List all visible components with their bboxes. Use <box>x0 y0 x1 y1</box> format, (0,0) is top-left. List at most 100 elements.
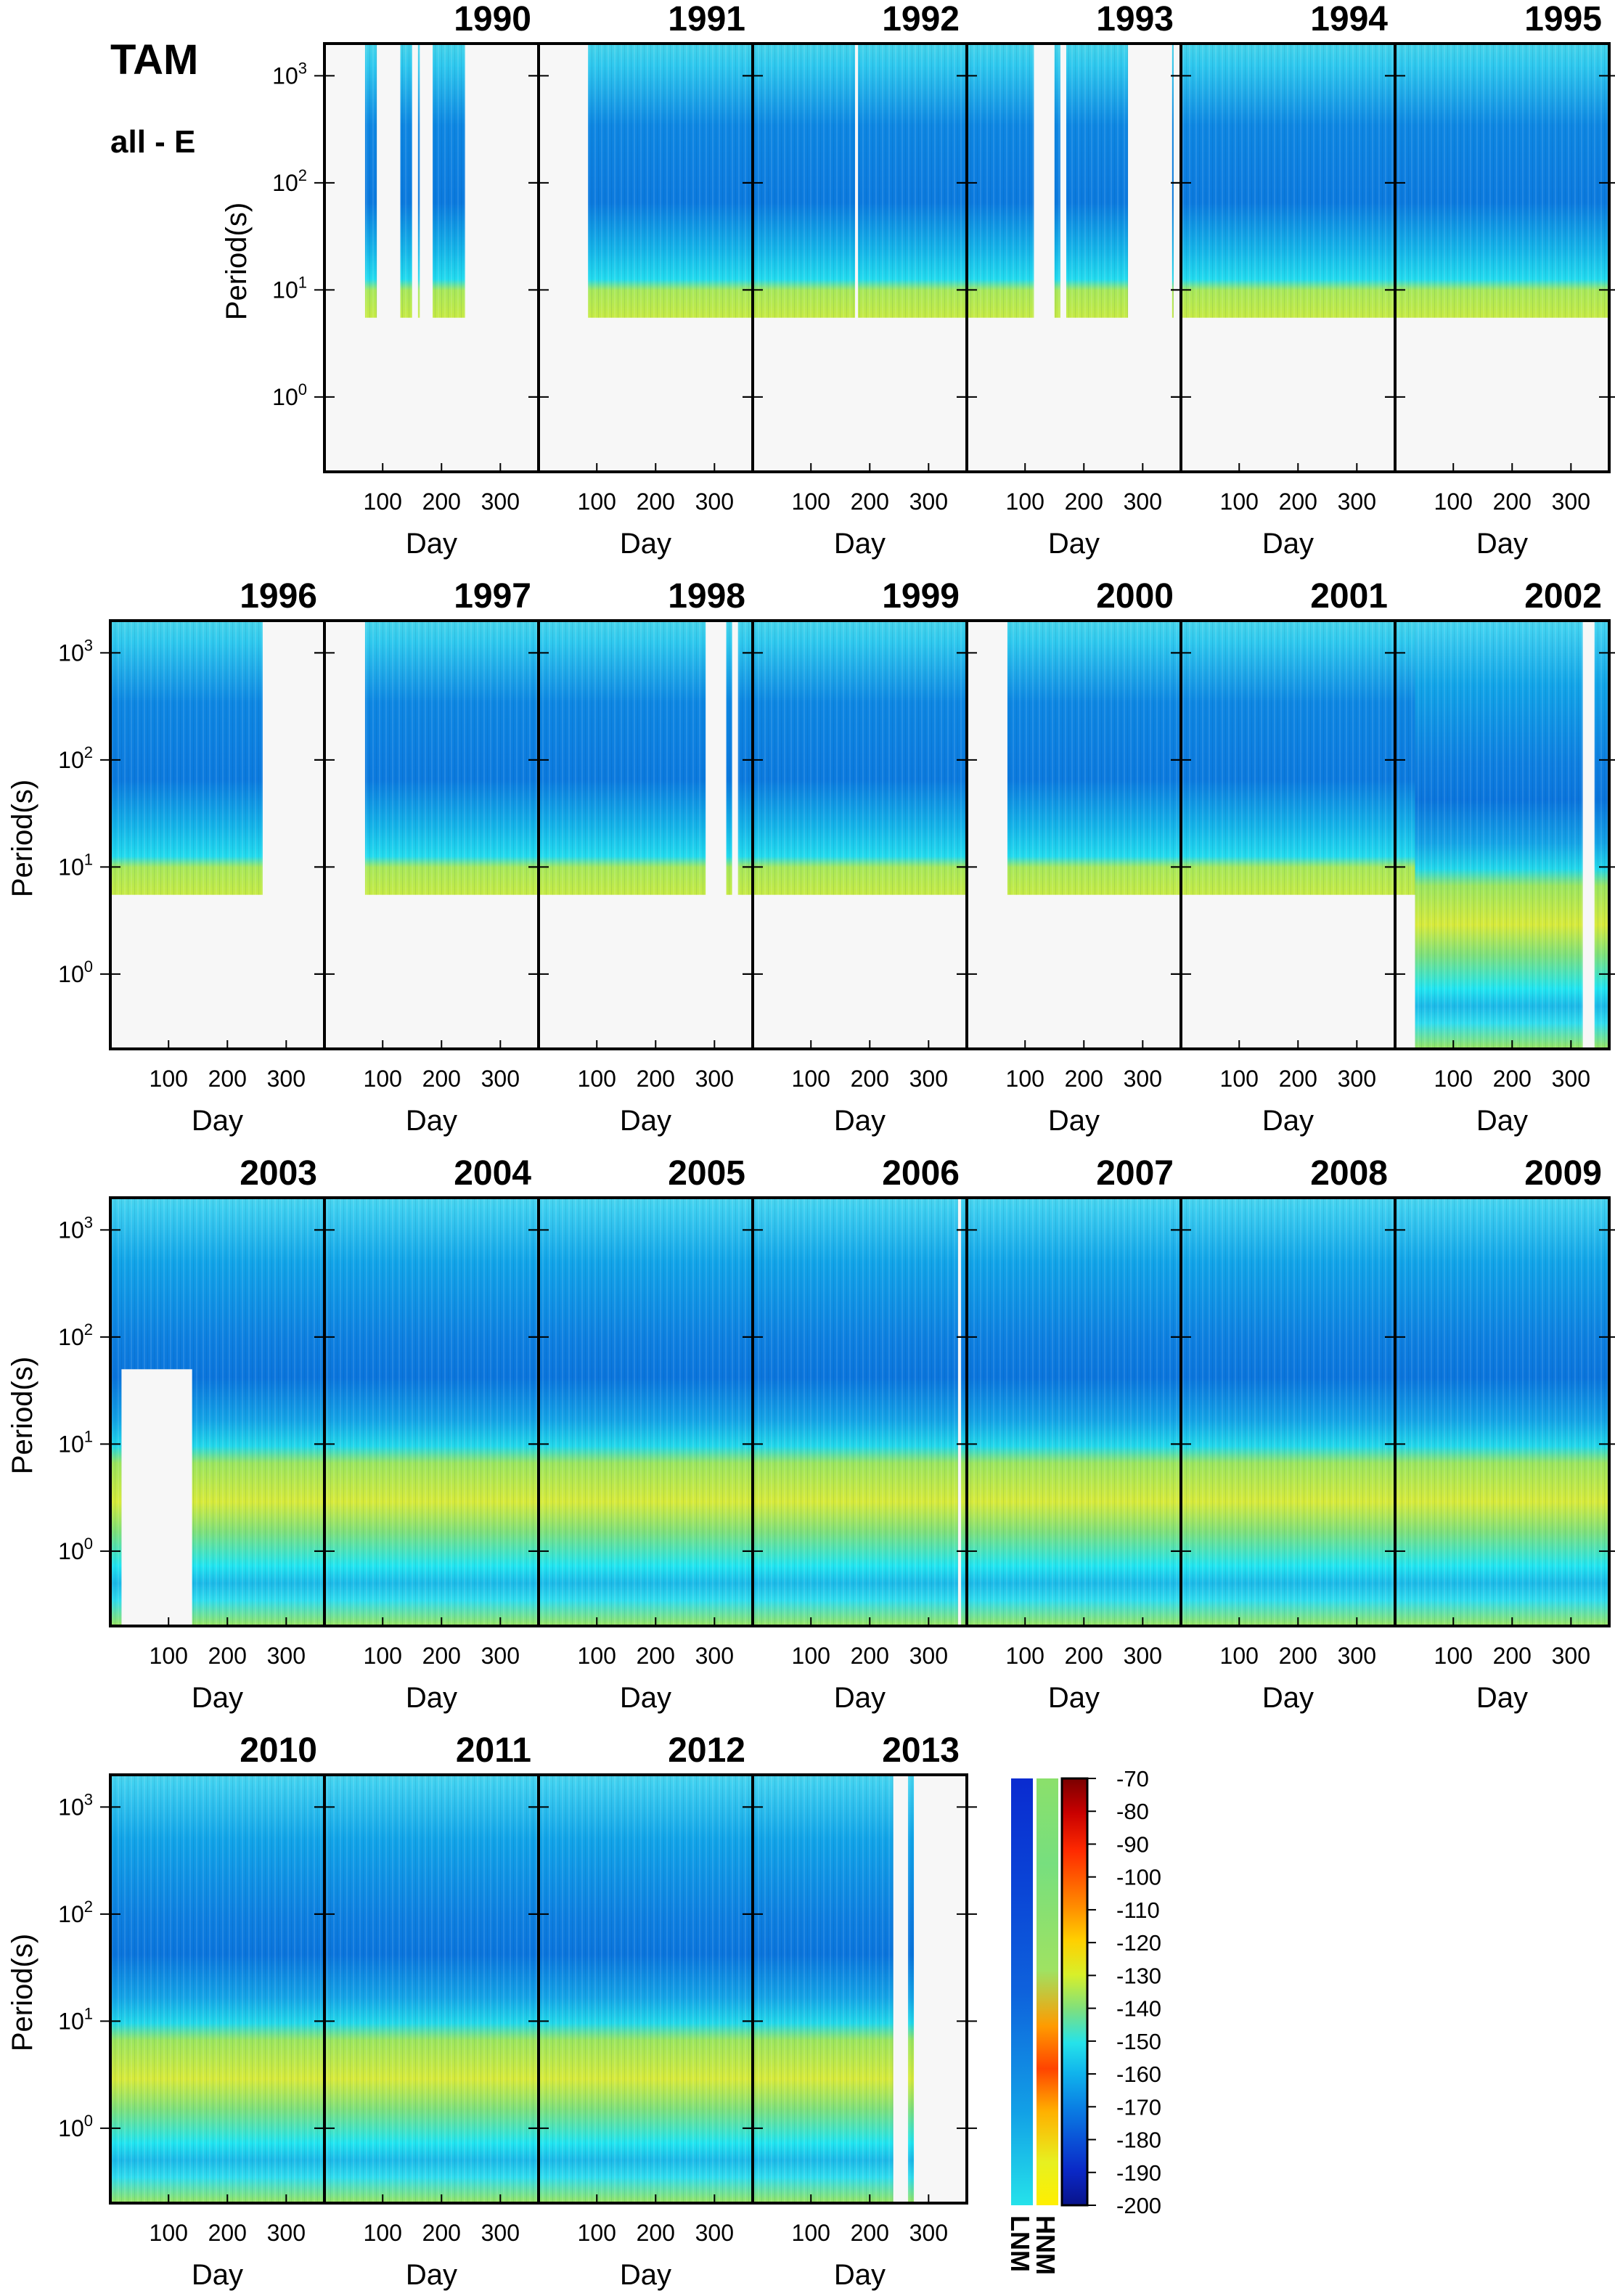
x-tick-label: 200 <box>1279 489 1317 515</box>
year-panel-2010: 100 200 300 2010 Day <box>100 1731 335 2291</box>
year-panel-2002: 100 200 300 2002 Day <box>1385 577 1615 1137</box>
x-axis-label: Day <box>834 528 886 560</box>
x-tick-label: 300 <box>1124 1066 1162 1092</box>
year-panel-1990: 100 200 300 1990 Day <box>314 0 549 560</box>
x-tick-label: 100 <box>364 1643 402 1669</box>
psd-texture <box>364 44 377 318</box>
y-tick-label: 103 <box>58 1790 93 1820</box>
x-tick-label: 200 <box>1279 1066 1317 1092</box>
x-tick-label: 100 <box>364 489 402 515</box>
data-gap <box>121 1369 192 1626</box>
psd-texture <box>753 1775 894 2203</box>
x-axis-label: Day <box>406 1105 457 1137</box>
x-tick-label: 200 <box>422 489 461 515</box>
x-tick-label: 300 <box>481 2220 520 2246</box>
x-tick-label: 300 <box>909 1643 948 1669</box>
psd-texture <box>1181 1198 1395 1626</box>
colorbar-tick-label: -90 <box>1116 1831 1149 1857</box>
x-tick-label: 200 <box>1065 489 1103 515</box>
year-panel-2011: 100 200 300 2011 Day <box>314 1731 549 2291</box>
x-tick-label: 100 <box>1434 1643 1473 1669</box>
x-axis-label: Day <box>1048 528 1100 560</box>
x-tick-label: 100 <box>1434 489 1473 515</box>
colorbar-gradient <box>1060 1777 1089 2207</box>
x-axis-label: Day <box>620 528 671 560</box>
x-tick-label: 200 <box>637 2220 675 2246</box>
x-tick-label: 100 <box>364 1066 402 1092</box>
x-tick-label: 100 <box>578 1643 616 1669</box>
year-title: 2013 <box>882 1731 960 1770</box>
colorbar-tick-label: -70 <box>1116 1766 1149 1792</box>
x-tick-label: 200 <box>1493 489 1532 515</box>
psd-texture <box>1594 621 1609 1049</box>
year-title: 2009 <box>1524 1154 1602 1193</box>
x-axis-label: Day <box>1476 1105 1528 1137</box>
y-tick-label: 101 <box>58 2004 93 2034</box>
y-tick-label: 100 <box>58 1535 93 1564</box>
row-y-axis-1: 100 101 102 103 Period(s) <box>7 636 93 987</box>
x-tick-label: 300 <box>267 1066 306 1092</box>
colorbar-tick-label: -110 <box>1116 1897 1160 1923</box>
y-axis-label: Period(s) <box>7 1934 38 2051</box>
x-tick-label: 100 <box>578 1066 616 1092</box>
y-tick-label: 100 <box>58 2112 93 2141</box>
x-tick-label: 300 <box>481 1643 520 1669</box>
psd-texture <box>753 1198 958 1626</box>
year-panel-2013: 100 200 300 2013 Day <box>743 1731 977 2291</box>
psd-texture <box>588 44 753 318</box>
row-y-axis-2: 100 101 102 103 Period(s) <box>7 1213 93 1564</box>
x-tick-label: 300 <box>1338 489 1376 515</box>
y-axis-label: Period(s) <box>7 780 38 897</box>
x-tick-label: 300 <box>1552 1066 1590 1092</box>
colorbar-tick-label: -120 <box>1116 1930 1161 1956</box>
psd-texture <box>417 44 420 318</box>
psd-texture <box>960 1198 967 1626</box>
psd-texture <box>1395 1198 1609 1626</box>
x-tick-label: 100 <box>1006 1066 1044 1092</box>
x-tick-label: 100 <box>1006 489 1044 515</box>
year-panel-2000: 100 200 300 2000 Day <box>957 577 1191 1137</box>
psd-texture <box>1172 44 1174 318</box>
x-tick-label: 300 <box>695 1643 734 1669</box>
psd-texture <box>539 621 706 895</box>
x-tick-label: 100 <box>1434 1066 1473 1092</box>
psd-texture <box>1054 44 1060 318</box>
x-axis-label: Day <box>1048 1105 1100 1137</box>
psd-texture <box>1007 621 1181 895</box>
x-tick-label: 100 <box>792 1066 830 1092</box>
y-tick-label: 101 <box>272 273 307 303</box>
psd-texture <box>858 44 967 318</box>
year-title: 2010 <box>240 1731 317 1770</box>
year-title: 2002 <box>1524 577 1602 616</box>
psd-texture <box>433 44 465 318</box>
x-axis-label: Day <box>406 2259 457 2291</box>
year-title: 2003 <box>240 1154 317 1193</box>
year-panel-2008: 100 200 300 2008 Day <box>1171 1154 1405 1714</box>
psd-texture <box>324 1198 539 1626</box>
year-panel-2006: 100 200 300 2006 Day <box>743 1154 977 1714</box>
x-axis-label: Day <box>1262 528 1314 560</box>
x-tick-label: 200 <box>637 1643 675 1669</box>
year-title: 2001 <box>1310 577 1388 616</box>
x-tick-label: 200 <box>1279 1643 1317 1669</box>
psd-texture <box>967 44 1034 318</box>
x-axis-label: Day <box>192 1105 243 1137</box>
year-panel-2007: 100 200 300 2007 Day <box>957 1154 1191 1714</box>
colorbar-tick-label: -130 <box>1116 1963 1161 1988</box>
x-tick-label: 200 <box>851 2220 889 2246</box>
year-title: 1998 <box>668 577 745 616</box>
y-axis-label: Period(s) <box>221 203 253 320</box>
x-tick-label: 200 <box>637 489 675 515</box>
year-panel-2009: 100 200 300 2009 Day <box>1385 1154 1615 1714</box>
psd-texture <box>737 621 753 895</box>
x-axis-label: Day <box>620 2259 671 2291</box>
panel-frame <box>1394 1196 1611 1627</box>
psd-texture <box>907 1775 915 2203</box>
colorbar: -70 -80 -90 -100 -110 -120 -130 -140 -150 -160 -17… <box>1005 1766 1161 2275</box>
colorbar-tick-label: -160 <box>1116 2062 1161 2087</box>
colorbar-tick-label: -150 <box>1116 2029 1161 2054</box>
x-tick-label: 300 <box>481 489 520 515</box>
psd-texture <box>324 1775 539 2203</box>
x-tick-label: 300 <box>909 1066 948 1092</box>
